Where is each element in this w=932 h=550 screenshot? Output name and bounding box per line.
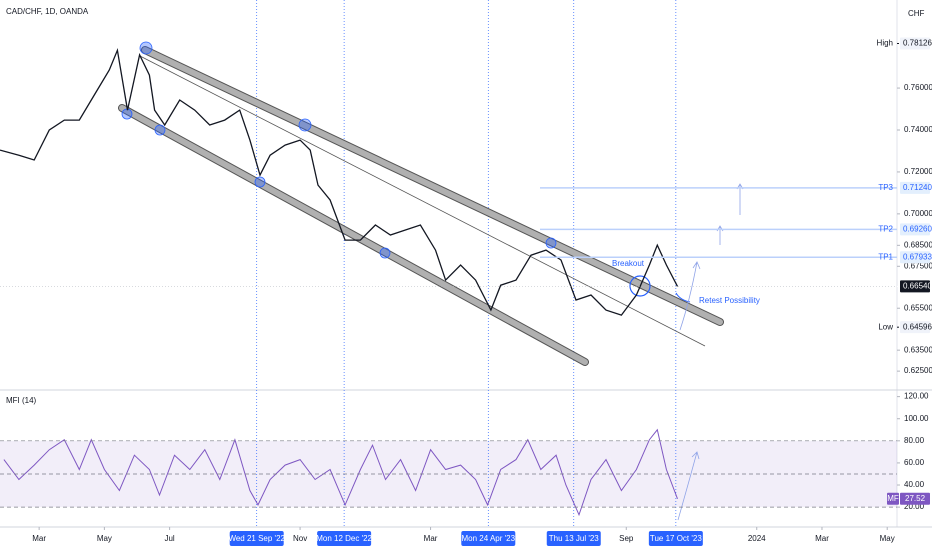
- x-tick-label: Mar: [424, 534, 438, 543]
- touch-point: [139, 41, 153, 55]
- mfi-last-value: 27.52: [905, 494, 926, 503]
- y-tick-label: 0.65500: [904, 303, 932, 312]
- date-marker-box: [648, 531, 703, 546]
- level-box: [900, 181, 930, 194]
- date-marker-label: Mon 12 Dec '22: [316, 534, 372, 543]
- channel-mid: [139, 55, 706, 347]
- level-name: TP2: [878, 224, 893, 233]
- level-box: [900, 251, 930, 264]
- x-tick-label: Jul: [164, 534, 174, 543]
- level-name: TP3: [878, 183, 893, 192]
- x-tick-label: May: [880, 534, 895, 543]
- mfi-projection-arrow: [677, 451, 700, 521]
- level-box: [900, 321, 930, 334]
- indicator-title: MFI (14): [6, 396, 37, 405]
- y-tick-label: 100.00: [904, 414, 929, 423]
- drawings: [118, 41, 744, 521]
- currency-label: CHF: [908, 9, 925, 18]
- y-tick-label: 20.00: [904, 502, 925, 511]
- touch-point: [298, 118, 312, 132]
- date-marker-label: Wed 21 Sep '22: [228, 534, 285, 543]
- level-name: TP1: [878, 252, 893, 261]
- y-tick-label: 0.72000: [904, 167, 932, 176]
- y-tick-label: 0.67500: [904, 261, 932, 270]
- y-tick-label: 0.62500: [904, 366, 932, 375]
- breakout-circle: [629, 275, 651, 297]
- retest-label: Retest Possibility: [699, 296, 760, 305]
- date-marker-box: [461, 531, 516, 546]
- series-line: [3, 428, 678, 517]
- touch-point: [379, 247, 391, 259]
- level-value: 0.64596: [903, 322, 932, 331]
- y-tick-label: 60.00: [904, 458, 925, 467]
- symbol-title: CAD/CHF, 1D, OANDA: [6, 7, 89, 16]
- level-value: 0.67933: [903, 252, 932, 261]
- y-tick-label: 80.00: [904, 436, 925, 445]
- channel-upper-fill: [142, 47, 723, 325]
- x-tick-label: 2024: [748, 534, 766, 543]
- touch-points: [121, 41, 557, 259]
- level-name: Low: [878, 322, 893, 331]
- touch-point: [545, 237, 557, 249]
- date-marker-label: Mon 24 Apr '23: [462, 534, 516, 543]
- y-tick-label: 0.68500: [904, 240, 932, 249]
- date-marker-box: [229, 531, 284, 546]
- y-tick-label: 40.00: [904, 480, 925, 489]
- mfi-name-box: [887, 492, 899, 505]
- x-tick-label: Mar: [815, 534, 829, 543]
- level-box: [900, 280, 930, 293]
- date-marker-label: Thu 13 Jul '23: [549, 534, 600, 543]
- level-value: 0.69260: [903, 224, 932, 233]
- y-tick-label: 0.63500: [904, 345, 932, 354]
- mfi-last-box: [900, 492, 930, 505]
- touch-point: [121, 108, 133, 120]
- level-value: 0.71240: [903, 183, 932, 192]
- touch-point: [154, 124, 166, 136]
- breakout-label: Breakout: [612, 259, 645, 268]
- touch-point: [254, 176, 266, 188]
- projection-arrow: [679, 261, 701, 331]
- x-tick-label: Sep: [619, 534, 634, 543]
- x-tick-label: Mar: [32, 534, 46, 543]
- level-box: [900, 223, 930, 236]
- y-tick-label: 0.70000: [904, 209, 932, 218]
- y-tick-label: 0.74000: [904, 125, 932, 134]
- x-tick-label: Nov: [293, 534, 307, 543]
- mfi-name: MF: [887, 494, 899, 503]
- y-tick-label: 120.00: [904, 392, 929, 401]
- x-tick-label: May: [97, 534, 112, 543]
- date-marker-box: [317, 531, 372, 546]
- level-value: 0.78126: [903, 39, 932, 48]
- channel-lower-fill: [119, 105, 588, 365]
- date-marker-label: Tue 17 Oct '23: [650, 534, 702, 543]
- level-name: High: [877, 39, 893, 48]
- date-marker-box: [546, 531, 601, 546]
- level-value: 0.66540: [903, 282, 932, 291]
- series-line: [0, 47, 679, 316]
- level-box: [900, 37, 930, 50]
- y-tick-label: 0.76000: [904, 83, 932, 92]
